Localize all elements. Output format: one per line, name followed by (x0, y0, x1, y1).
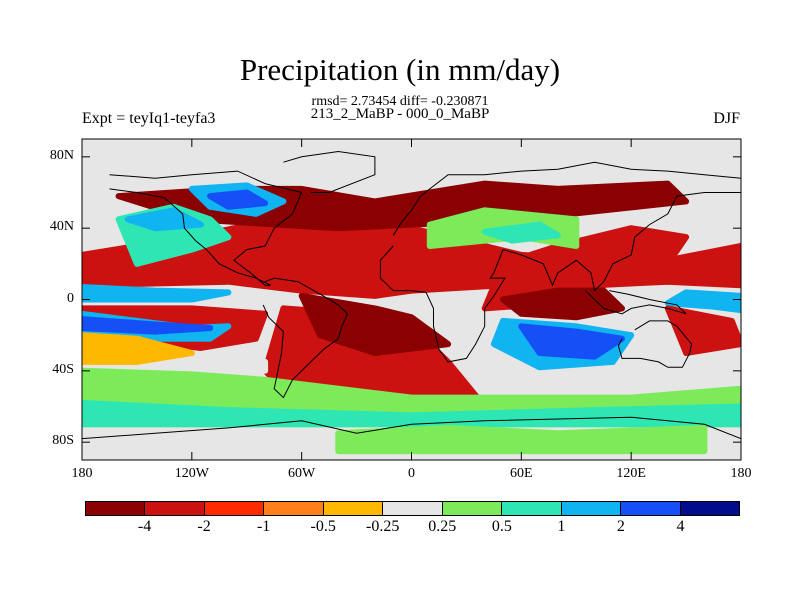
colorbar-segment (264, 502, 324, 515)
colorbar-label: 0.25 (428, 518, 457, 535)
x-tick-label: 180 (730, 466, 752, 481)
coastline (283, 150, 376, 193)
anomaly-region (664, 305, 741, 356)
colorbar-label: 4 (676, 518, 685, 535)
y-tick-label: 80N (49, 147, 74, 163)
colorbar-segment (145, 502, 205, 515)
rmsd-diff-stats: rmsd= 2.73454 diff= -0.230871 (311, 94, 489, 109)
colorbar-label: -4 (137, 518, 152, 535)
anomaly-region (335, 424, 708, 455)
colorbar-label: 1 (557, 518, 566, 535)
anomaly-region (82, 316, 214, 335)
experiment-label: Expt = teyIq1-teyfa3 (82, 110, 216, 127)
x-tick-label: 60E (510, 466, 533, 481)
x-tick-label: 120W (174, 466, 209, 481)
anomaly-region (207, 189, 269, 210)
anomaly-region (82, 332, 195, 365)
x-tick-label: 180 (71, 466, 93, 481)
page-title: Precipitation (in mm/day) (239, 52, 561, 87)
coastline (82, 416, 741, 440)
colorbar-label: -0.5 (310, 518, 336, 535)
x-tick-label: 0 (408, 466, 415, 481)
coastline (379, 161, 741, 363)
colorbar-segment (383, 502, 443, 515)
y-tick-label: 40S (52, 361, 74, 377)
anomaly-region (82, 284, 232, 303)
period-label: 213_2_MaBP - 000_0_MaBP (310, 106, 490, 122)
coastline (585, 290, 687, 315)
y-tick-label: 80S (52, 433, 74, 449)
coastline (262, 277, 348, 399)
colorbar-segment (502, 502, 562, 515)
colorbar-segment (323, 502, 384, 515)
y-tick-label: 0 (67, 290, 74, 306)
x-tick-label: 60W (288, 466, 316, 481)
colorbar-label: -2 (197, 518, 211, 535)
coastline (109, 170, 303, 286)
colorbar-label: 2 (616, 518, 625, 535)
colorbar-segment (204, 502, 265, 515)
season-label: DJF (713, 110, 740, 127)
anomaly-region (481, 221, 561, 244)
anomaly-region (124, 207, 204, 232)
colorbar-segment (680, 502, 739, 515)
anomaly-region (664, 289, 741, 314)
x-tick-label: 120E (616, 466, 646, 481)
coastline (617, 320, 693, 368)
y-tick-label: 40N (49, 219, 74, 235)
colorbar-segment (561, 502, 622, 515)
colorbar-segment (442, 502, 503, 515)
colorbar-segment (621, 502, 681, 515)
anomaly-region (518, 323, 625, 360)
anomaly-region (500, 287, 625, 321)
colorbar-segment (86, 502, 146, 515)
colorbar-label: -0.25 (366, 518, 400, 535)
colorbar-label: -1 (256, 518, 271, 535)
colorbar-label: 0.5 (491, 518, 512, 535)
colorbar (85, 501, 740, 516)
